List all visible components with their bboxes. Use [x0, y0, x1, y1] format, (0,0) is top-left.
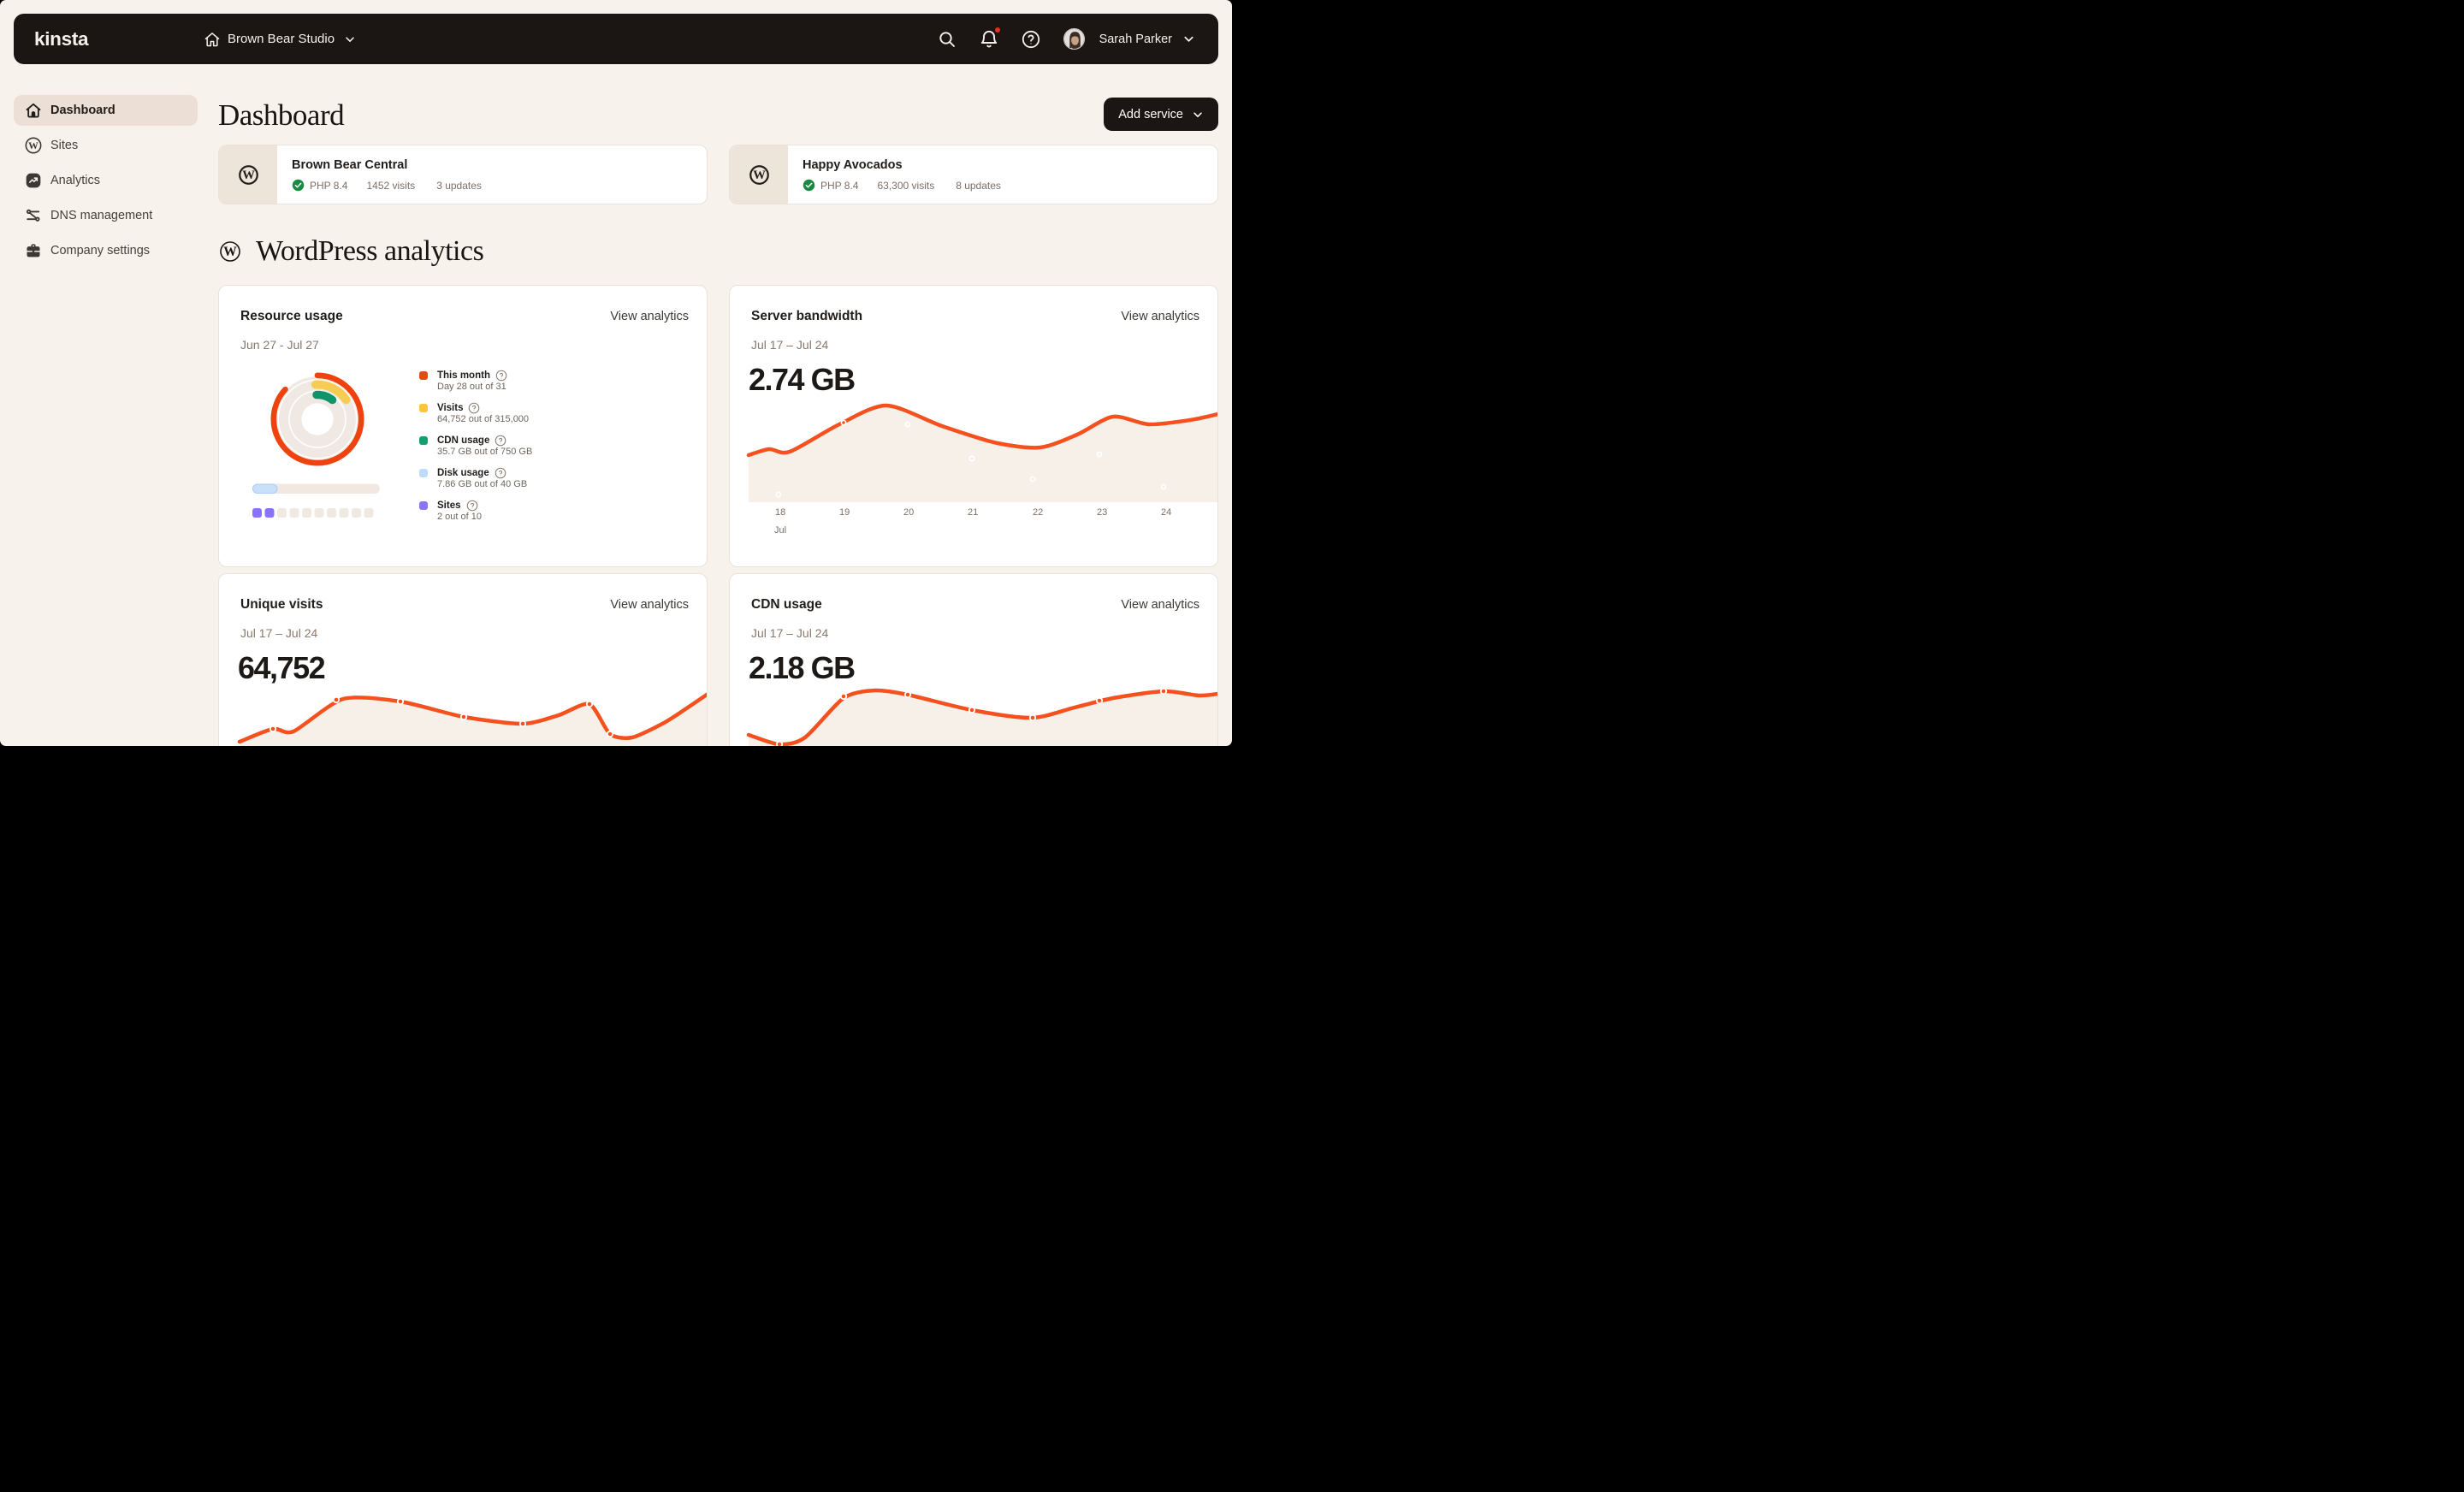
svg-text:W: W [242, 169, 255, 182]
svg-text:W: W [28, 140, 38, 151]
svg-text:W: W [753, 169, 766, 182]
svg-text:W: W [223, 245, 237, 259]
